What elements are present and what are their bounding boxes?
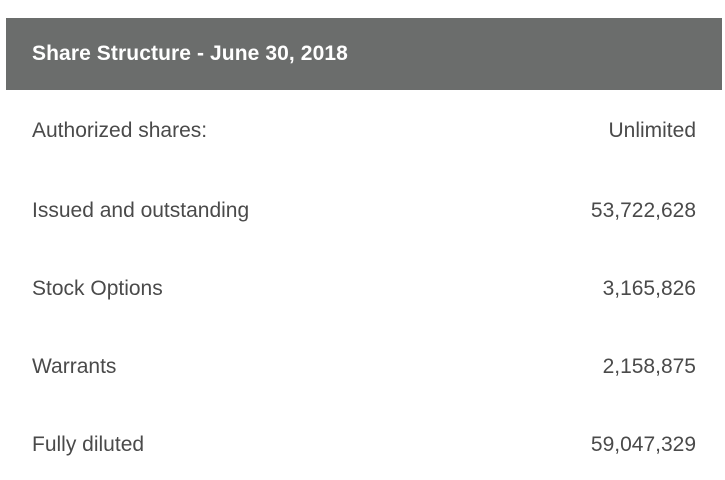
share-structure-table: Share Structure - June 30, 2018 Authoriz… (6, 18, 722, 480)
row-value: 53,722,628 (590, 199, 696, 222)
row-label: Fully diluted (32, 433, 145, 456)
row-value: 2,158,875 (602, 355, 696, 378)
row-value: 59,047,329 (590, 433, 696, 456)
row-label: Warrants (32, 355, 117, 378)
row-label: Authorized shares: (32, 119, 208, 142)
table-row-warrants: Warrants 2,158,875 (6, 328, 722, 406)
table-row-stock-options: Stock Options 3,165,826 (6, 250, 722, 328)
table-header: Share Structure - June 30, 2018 (6, 18, 722, 90)
row-label: Stock Options (32, 277, 163, 300)
table-row-authorized-shares: Authorized shares: Unlimited (6, 90, 722, 172)
row-label: Issued and outstanding (32, 199, 250, 222)
table-row-fully-diluted: Fully diluted 59,047,329 (6, 406, 722, 480)
table-body: Authorized shares: Unlimited Issued and … (6, 90, 722, 480)
row-value: 3,165,826 (602, 277, 696, 300)
row-value: Unlimited (608, 119, 696, 142)
table-title: Share Structure - June 30, 2018 (32, 42, 348, 65)
table-row-issued-and-outstanding: Issued and outstanding 53,722,628 (6, 172, 722, 250)
